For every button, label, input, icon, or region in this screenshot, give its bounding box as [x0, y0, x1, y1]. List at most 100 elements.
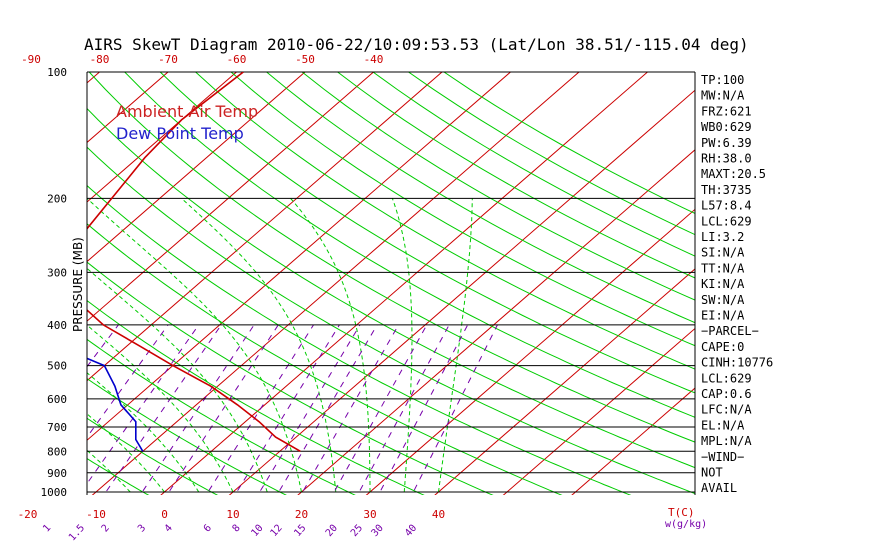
- top-temp-tick-label: -90: [21, 53, 41, 66]
- index-label: LCL:629: [701, 371, 752, 385]
- dewpoint-temp-line: [87, 357, 144, 452]
- top-temp-tick-label: -80: [90, 53, 110, 66]
- isotherm-line: [228, 89, 695, 495]
- dry-adiabat-line: [0, 53, 20, 501]
- isotherm-line: [571, 387, 695, 495]
- dry-adiabat-line: [124, 72, 695, 418]
- index-label: CINH:10776: [701, 356, 773, 370]
- mixing-ratio-tick-label: 2: [100, 523, 112, 535]
- index-label: TT:N/A: [701, 261, 745, 275]
- index-label: LFC:N/A: [701, 403, 752, 417]
- index-label: TP:100: [701, 73, 744, 87]
- isotherm-line: [87, 72, 375, 322]
- bottom-axis-unit-label: T(C): [668, 506, 695, 519]
- pressure-tick-label: 400: [47, 319, 67, 332]
- ambient-temp-line: [87, 72, 301, 452]
- mixing-ratio-tick-label: 10: [249, 523, 265, 539]
- mixing-ratio-line: [234, 324, 340, 495]
- dry-adiabat-line: [87, 261, 494, 495]
- pressure-tick-label: 600: [47, 393, 67, 406]
- index-label: EL:N/A: [701, 418, 745, 432]
- dry-adiabat-line: [87, 146, 695, 495]
- y-axis-label: PRESSURE (MB): [71, 237, 85, 332]
- moist-adiabat-line: [87, 372, 200, 493]
- isotherm-line: [91, 72, 580, 495]
- index-label: AVAIL: [701, 481, 737, 495]
- mixing-ratio-line: [356, 324, 450, 495]
- dry-adiabat-line: [87, 184, 632, 495]
- dry-adiabat-line: [87, 107, 695, 469]
- index-label: −PARCEL−: [701, 324, 759, 338]
- dry-adiabat-line: [88, 72, 695, 443]
- bottom-temp-tick-label: 0: [161, 508, 168, 521]
- legend-dew-point-temp: Dew Point Temp: [116, 124, 244, 143]
- dry-adiabat-line: [336, 72, 695, 279]
- mixing-ratio-line: [0, 325, 15, 501]
- pressure-tick-label: 900: [47, 467, 67, 480]
- index-label: WB0:629: [701, 120, 752, 134]
- moist-adiabat-line: [438, 198, 473, 493]
- index-label: CAPE:0: [701, 340, 744, 354]
- index-label: −WIND−: [701, 450, 744, 464]
- top-temp-tick-label: -50: [295, 53, 315, 66]
- dry-adiabat-line: [372, 72, 695, 257]
- dry-adiabat-line: [87, 377, 287, 495]
- mixing-ratio-tick-label: 25: [349, 523, 365, 539]
- mixing-ratio-tick-label: 40: [403, 523, 419, 539]
- isotherm-line: [434, 268, 695, 495]
- pressure-tick-label: 1000: [41, 486, 68, 499]
- dry-adiabat-line: [265, 72, 695, 324]
- pressure-tick-label: 500: [47, 360, 67, 373]
- index-label: CAP:0.6: [701, 387, 752, 401]
- index-label: RH:38.0: [701, 152, 752, 166]
- index-label: PW:6.39: [701, 136, 752, 150]
- isotherm-line: [502, 327, 695, 495]
- pressure-tick-label: 200: [47, 192, 67, 205]
- top-temp-tick-label: -60: [227, 53, 247, 66]
- dry-adiabat-line: [230, 72, 695, 347]
- chart-title: AIRS SkewT Diagram 2010-06-22/10:09:53.5…: [84, 35, 749, 54]
- mixing-ratio-tick-label: 1.5: [67, 523, 87, 544]
- legend-ambient-air-temp: Ambient Air Temp: [116, 102, 258, 121]
- index-label: TH:3735: [701, 183, 752, 197]
- index-label: FRZ:621: [701, 104, 752, 118]
- index-label: SI:N/A: [701, 246, 745, 260]
- isobar-lines: [87, 71, 695, 493]
- mixing-ratio-unit-label: w(g/kg): [665, 519, 707, 530]
- index-label: MPL:N/A: [701, 434, 752, 448]
- mixing-ratio-tick-label: 20: [324, 523, 340, 539]
- bottom-temp-tick-label: -20: [18, 508, 38, 521]
- mixing-ratio-line: [300, 324, 399, 495]
- isotherm-line: [160, 72, 649, 495]
- mixing-ratio-tick-label: 1: [41, 523, 53, 535]
- isotherm-line: [365, 208, 695, 495]
- legend: Ambient Air Temp Dew Point Temp: [116, 102, 258, 143]
- index-label: EI:N/A: [701, 309, 745, 323]
- top-temp-tick-label: -70: [158, 53, 178, 66]
- mixing-ratio-line: [87, 324, 119, 368]
- index-label: LI:3.2: [701, 230, 744, 244]
- dry-adiabat-line: [87, 299, 425, 495]
- index-label: KI:N/A: [701, 277, 745, 291]
- isotherm-line: [87, 72, 443, 382]
- mixing-ratio-tick-label: 4: [163, 523, 175, 535]
- moist-adiabat-line: [87, 198, 302, 493]
- bottom-temp-tick-label: 10: [226, 508, 239, 521]
- dry-adiabat-line: [87, 417, 219, 495]
- index-label: NOT: [701, 466, 723, 480]
- isotherm-line: [297, 149, 695, 495]
- isotherm-line: [87, 72, 306, 263]
- mixing-ratio-line: [257, 324, 361, 495]
- top-temp-tick-label: -40: [364, 53, 384, 66]
- isotherm-line: [87, 72, 169, 144]
- dry-adiabat-line: [301, 72, 695, 301]
- dry-adiabat-line: [87, 223, 563, 495]
- index-label: L57:8.4: [701, 199, 752, 213]
- mixing-ratio-line: [205, 324, 314, 495]
- mixing-ratio-tick-label: 8: [231, 523, 243, 535]
- mixing-ratio-tick-label: 15: [292, 523, 308, 539]
- mixing-ratio-line: [411, 324, 498, 495]
- index-label: SW:N/A: [701, 293, 745, 307]
